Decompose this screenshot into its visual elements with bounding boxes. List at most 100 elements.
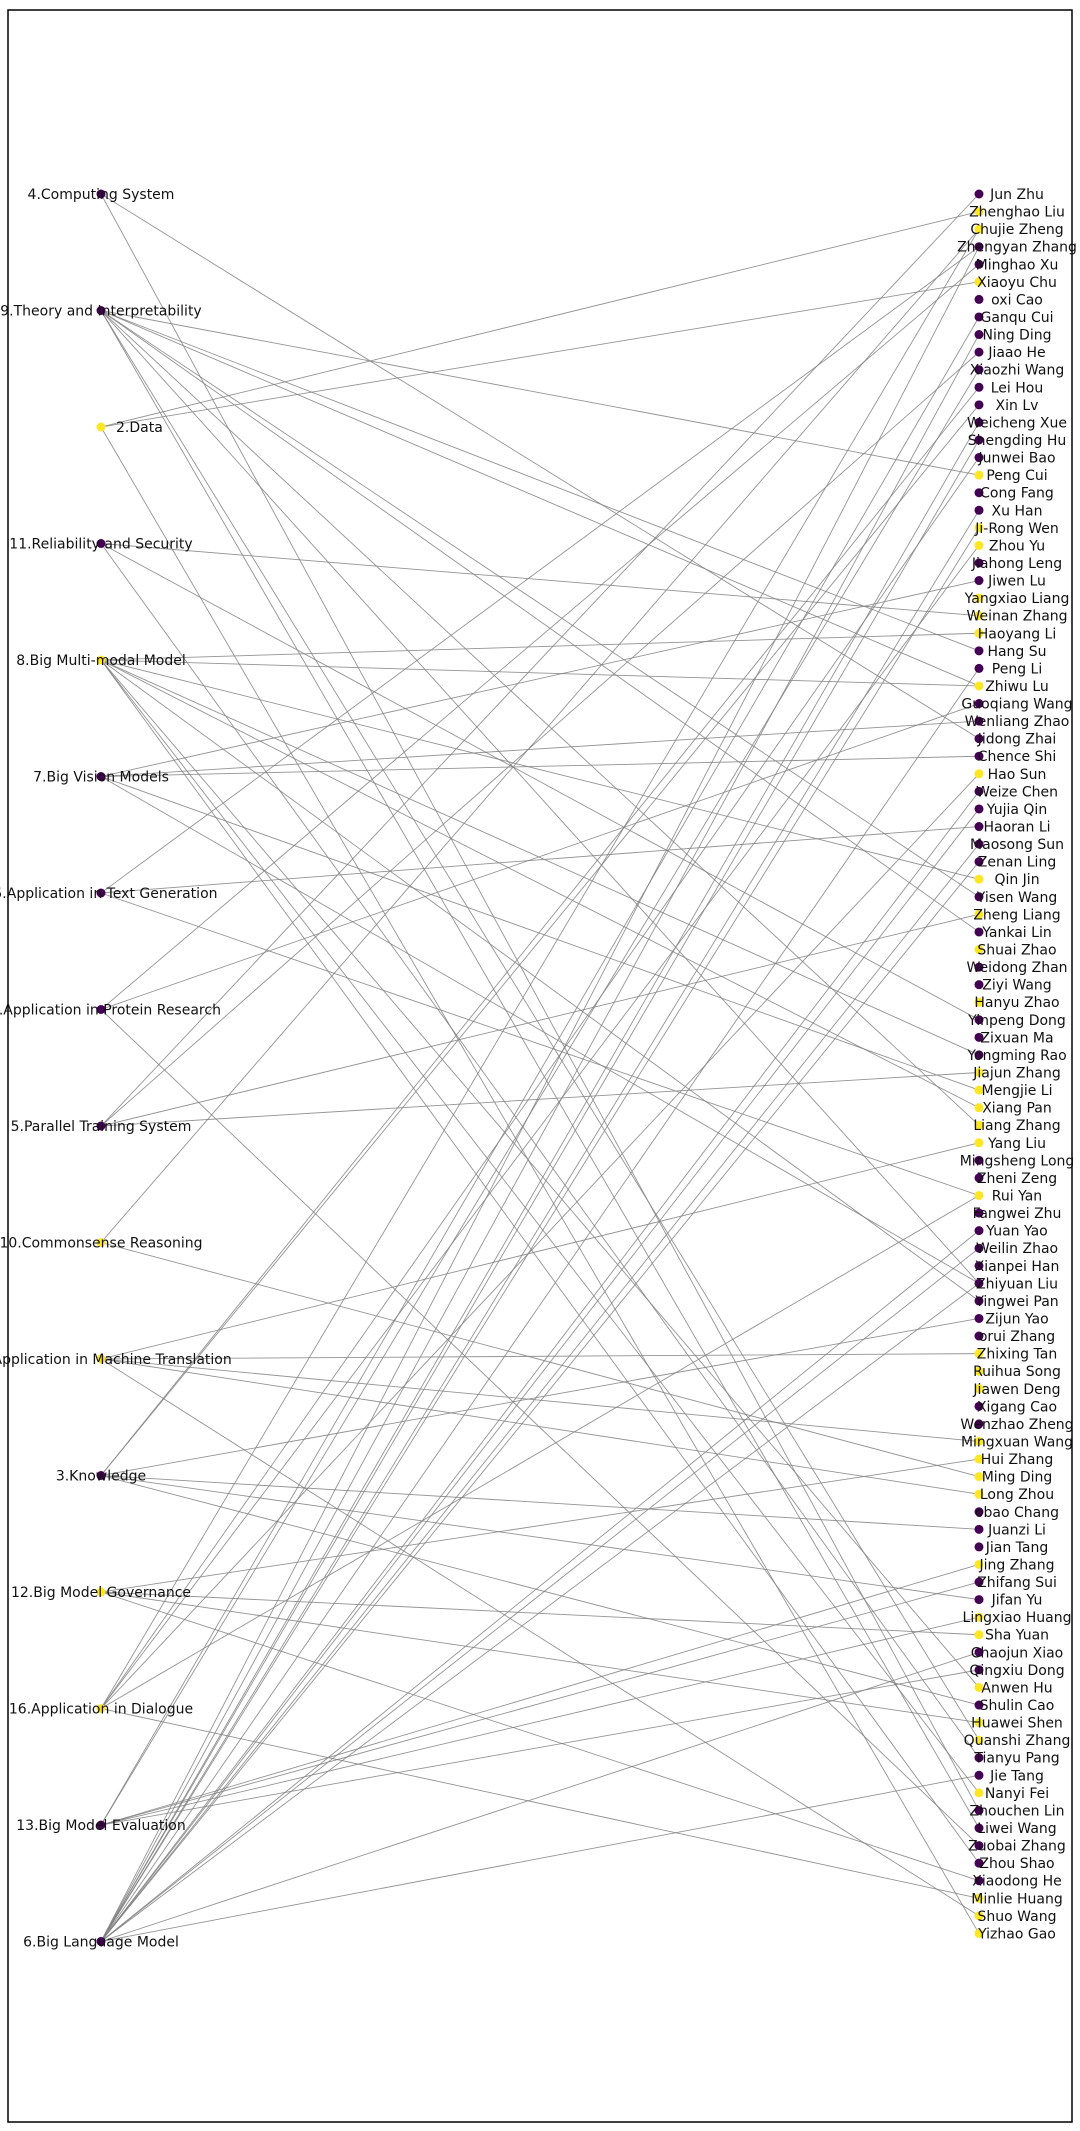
author-label-shengding-hu: Shengding Hu (968, 433, 1067, 449)
edge-t6-xu-han (100, 510, 980, 1942)
author-node-zhou-yu (974, 540, 984, 550)
edge-t8-yongming-rao (100, 659, 980, 1056)
author-label-zhou-yu: Zhou Yu (989, 538, 1045, 554)
author-label-yisen-wang: Yisen Wang (976, 890, 1057, 906)
author-node-ruihua-song (974, 1366, 984, 1376)
author-label-yankai-lin: Yankai Lin (981, 925, 1051, 941)
author-node-zixuan-ma (974, 1032, 984, 1042)
author-node-yongming-rao (974, 1050, 984, 1060)
author-label-qin-jin: Qin Jin (994, 872, 1039, 888)
author-label-qingxiu-dong: Qingxiu Dong (969, 1663, 1064, 1679)
author-node-rui-yan (974, 1190, 984, 1200)
edge-t8-xiang-pan (100, 659, 980, 1109)
author-node-jiawen-deng (974, 1384, 984, 1394)
author-label-maosong-sun: Maosong Sun (970, 837, 1064, 853)
edge-t6-jie-tang (100, 1774, 980, 1942)
author-label-weinan-zhang: Weinan Zhang (966, 609, 1067, 625)
author-node-ganqu-cui (974, 312, 984, 322)
author-node-yankai-lin (974, 927, 984, 937)
edge-t16-rui-yan (100, 1195, 980, 1709)
author-node-xin-lv (974, 400, 984, 410)
edge-t7-mengjie-li (100, 776, 980, 1091)
topic-node-t2 (96, 422, 106, 432)
topic-node-t4 (96, 189, 106, 199)
author-node-wenzhao-zheng (974, 1419, 984, 1429)
author-label-zhouchen-lin: Zhouchen Lin (970, 1803, 1065, 1819)
author-label-sha-yuan: Sha Yuan (985, 1628, 1049, 1644)
author-label-weize-chen: Weize Chen (976, 784, 1058, 800)
author-node-zhiwu-lu (974, 681, 984, 691)
author-label-hao-sun: Hao Sun (988, 767, 1047, 783)
author-node-ning-ding (974, 330, 984, 340)
author-label-zheng-liang: Zheng Liang (973, 907, 1060, 923)
label-layer: 4.Computing System 9.Theory and Interpret… (0, 187, 1077, 1951)
author-label-jiaao-he: Jiaao He (987, 345, 1045, 361)
author-label-weidong-zhan: Weidong Zhan (966, 960, 1067, 976)
topic-label-t14: 14.Application in Machine Translation (0, 1352, 232, 1368)
author-label-chujie-zheng: Chujie Zheng (970, 222, 1063, 238)
author-node-zhixing-tan (974, 1349, 984, 1359)
edge-t10-chujie-zheng (100, 228, 980, 1243)
author-label-wenliang-zhao: Wenliang Zhao (965, 714, 1070, 730)
author-label-zhiyuan-liu: Zhiyuan Liu (976, 1276, 1058, 1292)
author-label-guoqiang-wang: Guoqiang Wang (961, 697, 1072, 713)
edge-t9-yankai-lin (100, 310, 980, 933)
author-node-zheni-zeng (974, 1173, 984, 1183)
author-label-mingsheng-long: Mingsheng Long (960, 1153, 1075, 1169)
author-label-weilin-zhao: Weilin Zhao (976, 1241, 1058, 1257)
author-label-long-zhou: Long Zhou (980, 1487, 1054, 1503)
author-label-jie-tang: Jie Tang (989, 1768, 1044, 1784)
author-node-liwei-wang (974, 1823, 984, 1833)
author-node-xu-han (974, 505, 984, 515)
author-node-juanzi-li (974, 1524, 984, 1534)
author-node-zhou-shao (974, 1858, 984, 1868)
edge-t6-zenan-ling (100, 861, 980, 1942)
author-label-yinpeng-dong: Yinpeng Dong (967, 1013, 1066, 1029)
author-node-mingsheng-long (974, 1155, 984, 1165)
author-node-zhengyan-zhang (974, 242, 984, 252)
edge-t16-hao-sun (100, 773, 980, 1709)
edge-t15-haoran-li (100, 826, 980, 894)
author-node-qin-jin (974, 874, 984, 884)
author-node-orui-zhang (974, 1331, 984, 1341)
author-node-yuan-yao (974, 1226, 984, 1236)
author-node-minlie-huang (974, 1893, 984, 1903)
author-label-zhiwu-lu: Zhiwu Lu (985, 679, 1049, 695)
edge-t6-weilin-zhao (100, 1247, 980, 1942)
edge-t6-peng-li (100, 668, 980, 1942)
edge-t7-zhiyuan-liu (100, 776, 980, 1284)
author-label-yingwei-pan: Yingwei Pan (974, 1294, 1058, 1310)
topic-node-t16 (96, 1704, 106, 1713)
author-node-haoran-li (974, 822, 984, 832)
author-label-ganqu-cui: Ganqu Cui (980, 310, 1053, 326)
author-node-weilin-zhao (974, 1243, 984, 1253)
author-label-xin-lv: Xin Lv (996, 398, 1039, 414)
author-node-nanyi-fei (974, 1788, 984, 1798)
author-label-jidong-zhai: Jidong Zhai (977, 732, 1057, 748)
author-node-junwei-bao (974, 453, 984, 463)
edge-t11-yinpeng-dong (100, 543, 980, 1021)
topic-node-t6 (96, 1937, 106, 1946)
edge-t3-zijun-yao (100, 1318, 980, 1476)
author-label-xigang-cao: Xigang Cao (977, 1399, 1057, 1415)
edge-t6-yuan-yao (100, 1230, 980, 1942)
edge-t13-zhifang-sui (100, 1581, 980, 1826)
figure-frame (7, 9, 1073, 2123)
author-node-ziyi-wang (974, 980, 984, 990)
edge-t2-yizhao-gao (100, 426, 980, 1934)
topic-label-t7: 7.Big Vision Models (33, 770, 169, 786)
edge-t6-zhiyuan-liu (100, 1282, 980, 1942)
edge-t16-minlie-huang (100, 1708, 980, 1899)
edge-t6-ning-ding (100, 334, 980, 1942)
topic-node-t15 (96, 888, 106, 898)
edge-t9-zhiyuan-liu (100, 310, 980, 1284)
author-node-weinan-zhang (974, 611, 984, 621)
edge-t15-rui-yan (100, 892, 980, 1196)
author-label-shuo-wang: Shuo Wang (978, 1909, 1057, 1925)
author-label-yujia-qin: Yujia Qin (986, 802, 1047, 818)
edge-t6-shengding-hu (100, 439, 980, 1942)
author-label-yang-liu: Yang Liu (987, 1136, 1046, 1152)
edge-t8-qin-jin (100, 659, 980, 880)
author-node-anwen-hu (974, 1682, 984, 1692)
author-label-liwei-wang: Liwei Wang (977, 1821, 1056, 1837)
